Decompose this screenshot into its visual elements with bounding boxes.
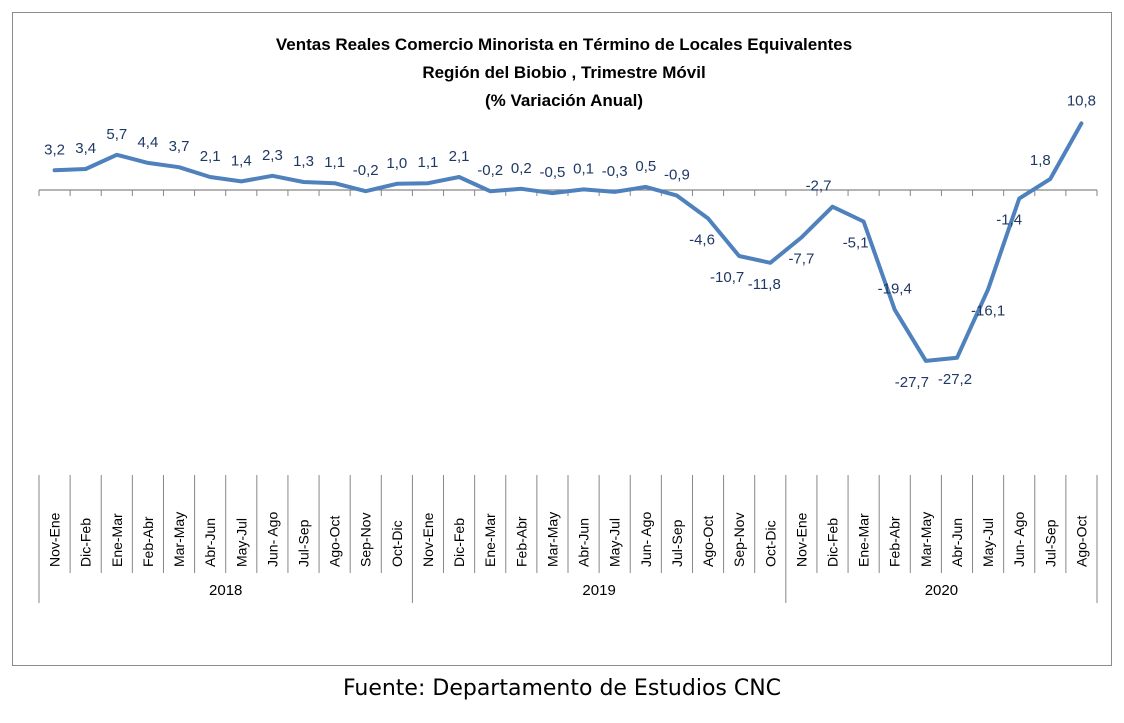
category-label: Abr-Jun <box>202 518 218 567</box>
data-label: 0,1 <box>573 160 594 177</box>
category-label: Ago-Oct <box>327 516 343 567</box>
data-label: 1,8 <box>1030 152 1051 169</box>
category-axis-layer: Nov-Ene Dic-Feb Ene-Mar Feb-Abr Mar-May Abr-J… <box>38 475 1098 603</box>
data-label: -10,7 <box>710 269 744 286</box>
category-label: Feb-Abr <box>513 516 529 567</box>
data-label: -0,9 <box>664 167 690 184</box>
data-label: 1,1 <box>418 154 439 171</box>
data-label: -19,4 <box>878 281 912 298</box>
category-label: Jul-Sep <box>669 519 685 567</box>
chart-title-line-2: Región del Biobio , Trimestre Móvil <box>422 63 705 82</box>
category-label: Ago-Oct <box>700 516 716 567</box>
data-label: 1,0 <box>386 155 407 172</box>
data-label: 3,2 <box>44 141 65 158</box>
data-label: -7,7 <box>788 251 814 268</box>
data-label: 3,7 <box>169 138 190 155</box>
data-label: -0,2 <box>477 162 503 179</box>
category-label: Ene-Mar <box>109 513 125 567</box>
data-label: -0,5 <box>540 164 566 181</box>
series-line <box>52 121 1084 363</box>
data-label: 10,8 <box>1067 92 1096 109</box>
category-label: Jun- Ago <box>638 512 654 567</box>
category-label: Jun- Ago <box>264 512 280 567</box>
category-label: Oct-Dic <box>762 520 778 567</box>
data-label: 2,1 <box>200 148 221 165</box>
data-label: 1,3 <box>293 153 314 170</box>
year-label: 2018 <box>209 582 242 599</box>
year-label: 2019 <box>582 582 615 599</box>
data-label: -2,7 <box>806 178 832 195</box>
category-label: Abr-Jun <box>949 518 965 567</box>
category-label: Feb-Abr <box>887 516 903 567</box>
category-label: Dic-Feb <box>78 518 94 567</box>
data-label: 2,1 <box>449 148 470 165</box>
category-label: Ene-Mar <box>856 513 872 567</box>
category-label: Dic-Feb <box>451 518 467 567</box>
category-label: Oct-Dic <box>389 520 405 567</box>
data-label: 0,2 <box>511 160 532 177</box>
category-label: Nov-Ene <box>793 512 809 567</box>
category-label: Mar-May <box>171 512 187 567</box>
source-note: Fuente: Departamento de Estudios CNC <box>342 676 782 701</box>
data-label: 1,1 <box>324 154 345 171</box>
data-label: 0,5 <box>635 158 656 175</box>
category-label: Mar-May <box>544 512 560 567</box>
chart-title-line-1: Ventas Reales Comercio Minorista en Térm… <box>276 35 852 54</box>
data-label: -0,3 <box>602 163 628 180</box>
data-label: 1,4 <box>231 152 252 169</box>
category-label: Sep-Nov <box>358 513 374 567</box>
category-label: Jul-Sep <box>1042 519 1058 567</box>
data-label: -27,2 <box>938 371 972 388</box>
category-label: Ago-Oct <box>1073 516 1089 567</box>
category-label: May-Jul <box>233 518 249 567</box>
data-label: -4,6 <box>689 231 715 248</box>
category-label: Feb-Abr <box>140 516 156 567</box>
category-label: Jul-Sep <box>296 519 312 567</box>
category-label: May-Jul <box>980 518 996 567</box>
category-label: Ene-Mar <box>482 513 498 567</box>
category-label: Nov-Ene <box>47 512 63 567</box>
category-label: Jun- Ago <box>1011 512 1027 567</box>
data-label: -11,8 <box>748 276 781 293</box>
category-label: Nov-Ene <box>420 512 436 567</box>
line-chart: Ventas Reales Comercio Minorista en Térm… <box>38 35 1098 603</box>
data-label: 2,3 <box>262 147 283 164</box>
category-label: May-Jul <box>607 518 623 567</box>
chart-frame: Ventas Reales Comercio Minorista en Térm… <box>12 12 1112 666</box>
chart-title-line-3: (% Variación Anual) <box>485 91 643 110</box>
category-label: Sep-Nov <box>731 513 747 567</box>
data-label: -0,2 <box>353 162 379 179</box>
data-label: -16,1 <box>971 302 1005 319</box>
data-label-layer: 3,2 3,4 5,7 4,4 3,7 2,1 1,4 2,3 1,3 1,1 -0,2 1,0 1,1… <box>44 92 1096 391</box>
category-label: Mar-May <box>918 512 934 567</box>
category-label: Dic-Feb <box>825 518 841 567</box>
category-label: Abr-Jun <box>576 518 592 567</box>
series-layer <box>52 121 1084 363</box>
data-label: -5,1 <box>843 234 869 251</box>
data-label: 3,4 <box>75 140 96 157</box>
data-label: -1,4 <box>996 212 1022 229</box>
data-label: 5,7 <box>106 126 127 143</box>
data-label: -27,7 <box>895 374 929 391</box>
data-label: 4,4 <box>137 134 158 151</box>
year-label: 2020 <box>925 582 958 599</box>
